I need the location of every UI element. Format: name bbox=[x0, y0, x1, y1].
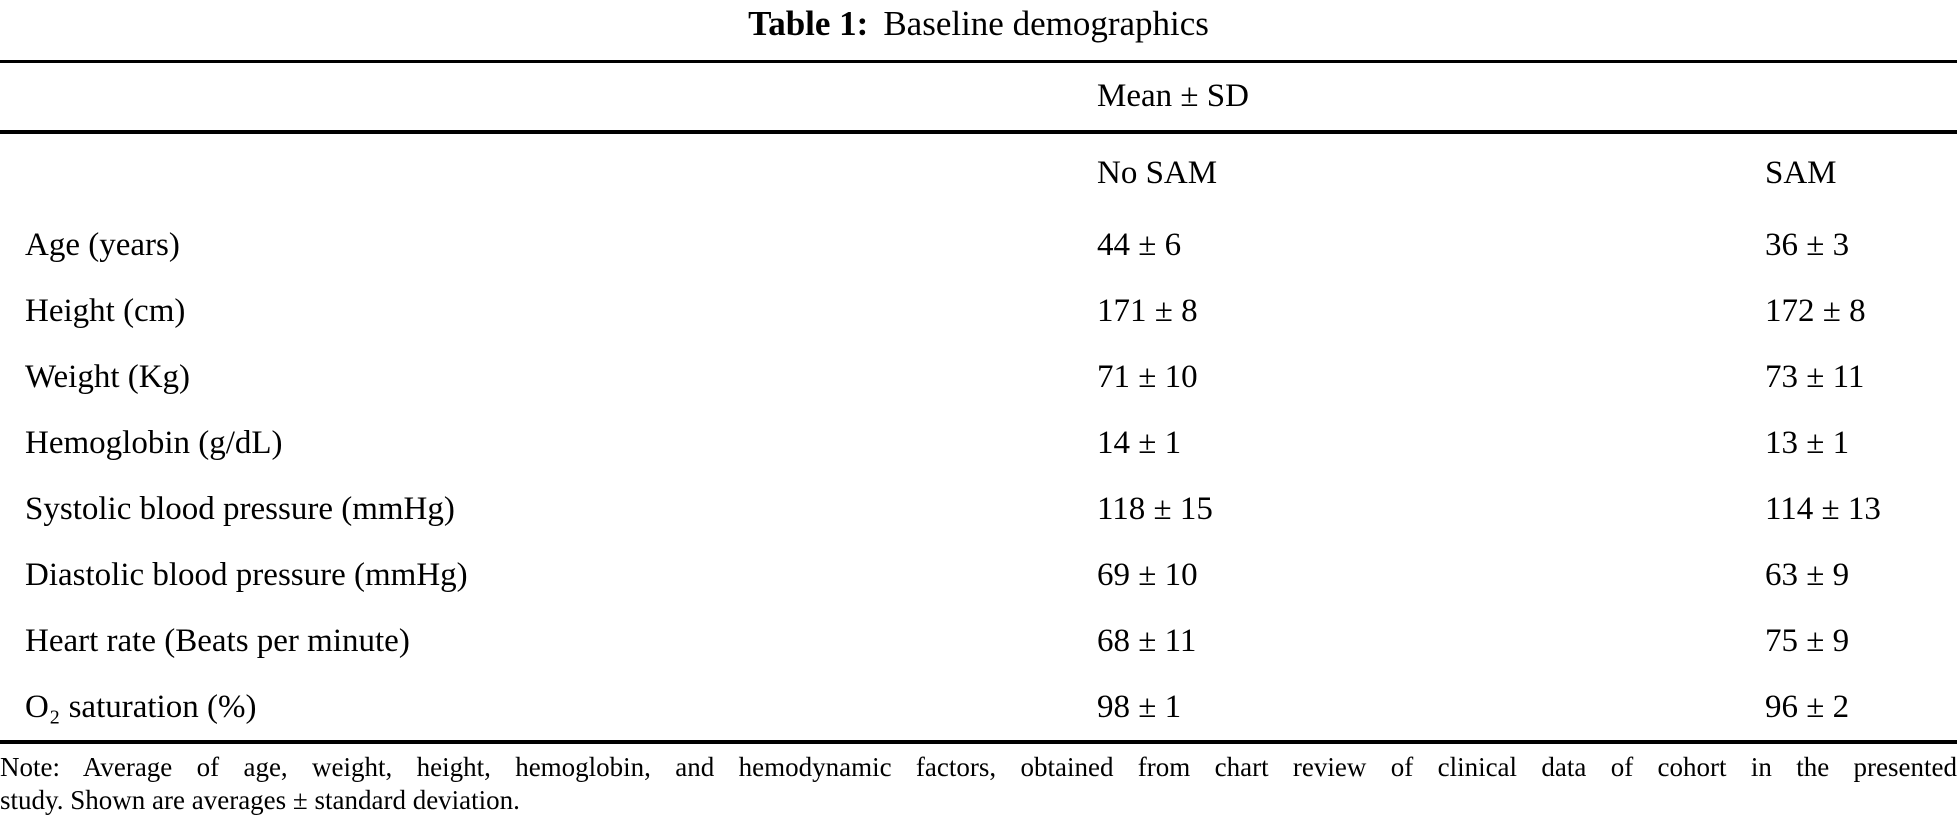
group-header-mean-sd: Mean ± SD bbox=[1097, 78, 1249, 115]
cell-sam: 36 ± 3 bbox=[1765, 226, 1850, 263]
cell-sam: 13 ± 1 bbox=[1765, 424, 1850, 461]
table-row: Height (cm) 171 ± 8 172 ± 8 bbox=[0, 278, 1957, 344]
page-title: Table 1: Baseline demographics bbox=[0, 0, 1957, 60]
cell-no-sam: 44 ± 6 bbox=[1097, 226, 1182, 263]
table-rule-top bbox=[0, 60, 1957, 63]
row-label: Weight (Kg) bbox=[25, 358, 191, 395]
table-row: Age (years) 44 ± 6 36 ± 3 bbox=[0, 212, 1957, 278]
table-row: Heart rate (Beats per minute) 68 ± 11 75… bbox=[0, 608, 1957, 674]
cell-no-sam: 71 ± 10 bbox=[1097, 358, 1198, 395]
row-label: O₂ saturation (%) bbox=[25, 688, 257, 725]
cell-no-sam: 98 ± 1 bbox=[1097, 688, 1182, 725]
table-note-line-2: study. Shown are averages ± standard dev… bbox=[0, 785, 520, 815]
cell-no-sam: 118 ± 15 bbox=[1097, 490, 1213, 527]
table-rule-bottom bbox=[0, 740, 1957, 744]
cell-no-sam: 68 ± 11 bbox=[1097, 622, 1197, 659]
table-row: Weight (Kg) 71 ± 10 73 ± 11 bbox=[0, 344, 1957, 410]
cell-sam: 63 ± 9 bbox=[1765, 556, 1850, 593]
column-header-no-sam: No SAM bbox=[1097, 154, 1218, 191]
table-row: O₂ saturation (%) 98 ± 1 96 ± 2 bbox=[0, 674, 1957, 740]
cell-no-sam: 69 ± 10 bbox=[1097, 556, 1198, 593]
row-label: Systolic blood pressure (mmHg) bbox=[25, 490, 455, 527]
table-row: Hemoglobin (g/dL) 14 ± 1 13 ± 1 bbox=[0, 410, 1957, 476]
table-caption: Baseline demographics bbox=[883, 4, 1209, 43]
cell-sam: 172 ± 8 bbox=[1765, 292, 1866, 329]
table-note-line-1: Note: Average of age, weight, height, he… bbox=[0, 752, 1957, 782]
table-rule-header bbox=[0, 130, 1957, 134]
row-label: Height (cm) bbox=[25, 292, 186, 329]
table-row: Diastolic blood pressure (mmHg) 69 ± 10 … bbox=[0, 542, 1957, 608]
cell-sam: 75 ± 9 bbox=[1765, 622, 1850, 659]
cell-sam: 73 ± 11 bbox=[1765, 358, 1865, 395]
column-header-sam: SAM bbox=[1765, 154, 1837, 191]
row-label: Heart rate (Beats per minute) bbox=[25, 622, 410, 659]
table-row: Systolic blood pressure (mmHg) 118 ± 15 … bbox=[0, 476, 1957, 542]
cell-sam: 114 ± 13 bbox=[1765, 490, 1881, 527]
row-label: Age (years) bbox=[25, 226, 180, 263]
table-note: Note: Average of age, weight, height, he… bbox=[0, 751, 1957, 817]
cell-no-sam: 171 ± 8 bbox=[1097, 292, 1198, 329]
group-header-row: Mean ± SD bbox=[0, 63, 1957, 130]
cell-sam: 96 ± 2 bbox=[1765, 688, 1850, 725]
column-header-row: No SAM SAM bbox=[0, 134, 1957, 212]
table-number-label: Table 1: bbox=[748, 4, 869, 43]
row-label: Diastolic blood pressure (mmHg) bbox=[25, 556, 468, 593]
cell-no-sam: 14 ± 1 bbox=[1097, 424, 1182, 461]
row-label: Hemoglobin (g/dL) bbox=[25, 424, 283, 461]
